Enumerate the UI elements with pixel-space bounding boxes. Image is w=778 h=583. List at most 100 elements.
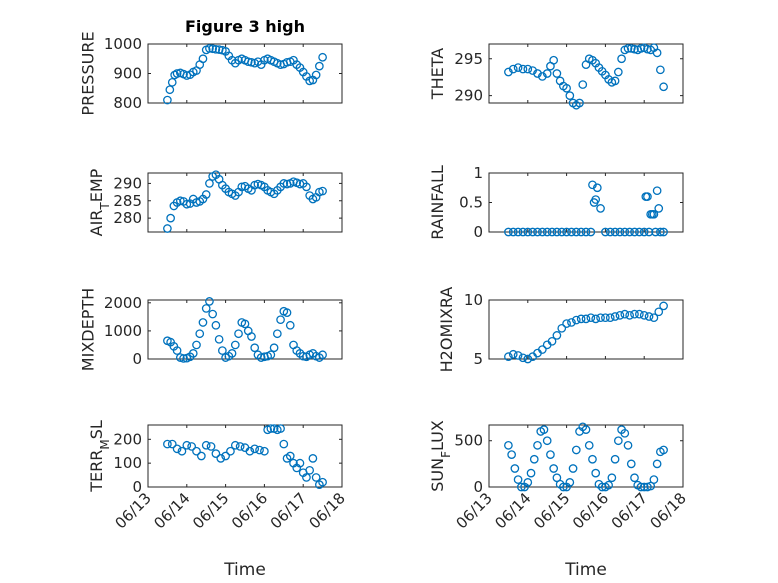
data-point: [547, 227, 557, 237]
data-point: [504, 352, 513, 361]
data-point: [644, 227, 654, 237]
x-tick-label: 06/14: [491, 489, 534, 532]
data-point: [216, 454, 226, 463]
data-point: [276, 315, 285, 325]
data-point: [537, 345, 547, 354]
x-tick-label: 06/17: [608, 489, 651, 532]
data-point: [201, 440, 211, 450]
data-point: [523, 227, 533, 237]
data-point: [187, 442, 196, 451]
data-point: [318, 350, 327, 360]
x-tick-label: 06/15: [530, 489, 573, 532]
data-point: [659, 445, 668, 455]
subplot-1: 800 900 1000 PRESSURE Figure 3 high: [79, 17, 343, 116]
data-point: [504, 441, 513, 450]
y-tick-label: 1000: [104, 35, 142, 53]
data-point: [649, 313, 659, 323]
data-point: [617, 54, 626, 64]
data-point: [567, 227, 576, 237]
data-point: [571, 315, 581, 325]
data-point: [526, 468, 536, 478]
data-point: [318, 186, 327, 196]
data-point: [516, 482, 526, 492]
data-point: [302, 473, 311, 482]
data-point: [568, 464, 578, 473]
y-tick-label: 290: [113, 174, 142, 192]
data-point: [250, 343, 260, 353]
y-tick-label: 0.5: [459, 194, 483, 212]
data-point: [167, 439, 177, 449]
data-point: [211, 320, 221, 330]
data-point: [198, 318, 208, 327]
data-point: [562, 227, 571, 237]
data-point: [643, 192, 652, 201]
y-tick-label: 0: [473, 223, 483, 241]
data-point: [523, 354, 533, 364]
data-point: [226, 446, 235, 456]
data-point: [537, 227, 547, 237]
data-point: [513, 351, 523, 360]
data-point: [282, 308, 292, 317]
data-point: [269, 343, 279, 353]
data-point: [533, 441, 542, 450]
data-point: [529, 454, 539, 464]
data-point: [649, 209, 659, 219]
data-point: [166, 213, 175, 223]
data-point: [557, 323, 567, 333]
data-point: [654, 307, 664, 317]
data-point: [630, 227, 639, 237]
data-point: [172, 444, 182, 454]
data-point: [205, 297, 214, 306]
data-point: [276, 424, 285, 433]
data-point: [596, 204, 605, 213]
data-point: [605, 313, 615, 323]
data-point: [581, 314, 591, 324]
data-point: [230, 340, 240, 350]
data-point: [255, 445, 264, 455]
data-point: [562, 83, 571, 93]
data-point: [279, 179, 289, 188]
y-tick-label: 285: [113, 192, 142, 210]
data-point: [575, 98, 584, 108]
data-point: [620, 309, 630, 319]
data-point: [591, 195, 601, 204]
data-point: [167, 78, 177, 87]
axes-box: [488, 424, 684, 488]
data-point: [308, 454, 318, 463]
data-point: [547, 336, 557, 346]
data-point: [630, 44, 639, 54]
axes-box: [488, 172, 684, 233]
data-point: [247, 332, 256, 341]
data-point: [639, 482, 649, 492]
data-point: [576, 314, 586, 324]
data-series: [504, 422, 668, 492]
data-point: [581, 425, 591, 434]
data-point: [175, 196, 185, 206]
data-series: [163, 170, 327, 233]
data-point: [649, 475, 659, 484]
y-tick-label: 100: [113, 454, 142, 472]
data-point: [285, 451, 295, 461]
data-point: [285, 320, 295, 330]
data-point: [651, 227, 660, 237]
data-point: [542, 227, 552, 237]
data-point: [607, 473, 617, 483]
data-point: [510, 464, 520, 473]
data-point: [230, 440, 240, 450]
y-axis-label: H2OMIXRA: [437, 287, 456, 373]
data-point: [613, 436, 623, 446]
data-point: [542, 436, 552, 446]
data-point: [565, 91, 575, 100]
data-point: [260, 446, 269, 456]
y-tick-label: 500: [454, 432, 483, 450]
data-point: [626, 44, 636, 53]
y-axis-label: MIXDEPTH: [79, 288, 98, 371]
data-point: [552, 69, 562, 78]
data-point: [562, 319, 571, 328]
data-point: [201, 304, 211, 313]
data-point: [218, 346, 227, 355]
y-tick-label: 1000: [104, 322, 142, 340]
y-tick-label: 0: [473, 478, 483, 496]
data-point: [318, 52, 327, 62]
